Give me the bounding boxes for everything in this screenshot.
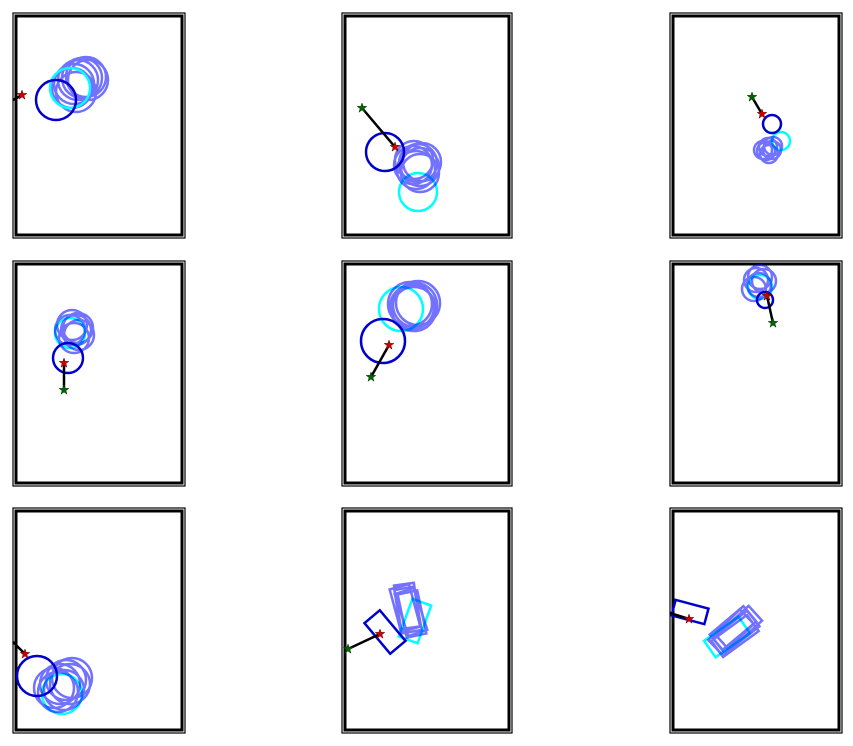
panel-outer-frame xyxy=(669,507,843,734)
goal-circle xyxy=(48,66,92,110)
predicted-circles xyxy=(752,135,784,165)
predicted-circles xyxy=(392,139,443,194)
panel-r3c2 xyxy=(341,507,513,734)
trajectory-line xyxy=(765,295,775,324)
trajectory-line xyxy=(369,344,391,378)
panel-outer-frame xyxy=(341,507,513,734)
panel-outer-frame xyxy=(12,260,186,487)
start-circle xyxy=(761,113,783,135)
panel-outer-frame xyxy=(341,12,513,239)
panel-r2c2 xyxy=(341,260,513,487)
start-circle xyxy=(51,341,85,375)
trajectory-line xyxy=(12,641,26,655)
trajectory-line xyxy=(361,107,396,148)
panel-outer-frame xyxy=(341,260,513,487)
panel-outer-frame xyxy=(669,260,843,487)
panel-inner-frame xyxy=(343,14,511,237)
panel-outer-frame xyxy=(12,12,186,239)
end-star-marker xyxy=(383,339,395,350)
panel-inner-frame xyxy=(343,262,511,485)
start-circle xyxy=(755,290,775,310)
panel-inner-frame xyxy=(343,509,511,732)
predicted-circles xyxy=(32,656,94,714)
panel-r1c3 xyxy=(669,12,843,239)
panel-inner-frame xyxy=(14,262,184,485)
panel-inner-frame xyxy=(671,509,841,732)
panel-r3c3 xyxy=(669,507,843,734)
panel-r3c1 xyxy=(12,507,186,734)
start-circle xyxy=(34,78,78,122)
panel-r1c1 xyxy=(12,12,186,239)
start-circle xyxy=(359,317,407,365)
start-star-marker xyxy=(767,317,779,328)
start-circle xyxy=(364,131,406,173)
panel-r1c2 xyxy=(341,12,513,239)
panel-outer-frame xyxy=(12,507,186,734)
start-star-marker xyxy=(58,384,70,395)
predicted-rectangles xyxy=(388,581,429,640)
predicted-rectangles xyxy=(706,604,764,659)
panel-inner-frame xyxy=(14,509,184,732)
panel-inner-frame xyxy=(14,14,184,237)
predicted-circles xyxy=(50,55,110,114)
start-rectangle xyxy=(362,608,408,656)
trajectory-line xyxy=(347,632,381,651)
panel-outer-frame xyxy=(669,12,843,239)
goal-circle xyxy=(397,171,439,213)
panel-r2c1 xyxy=(12,260,186,487)
start-star-marker xyxy=(746,91,758,102)
panel-inner-frame xyxy=(671,14,841,237)
predicted-circles xyxy=(386,279,442,333)
panel-r2c3 xyxy=(669,260,843,487)
panel-inner-frame xyxy=(671,262,841,485)
start-circle xyxy=(15,654,59,698)
